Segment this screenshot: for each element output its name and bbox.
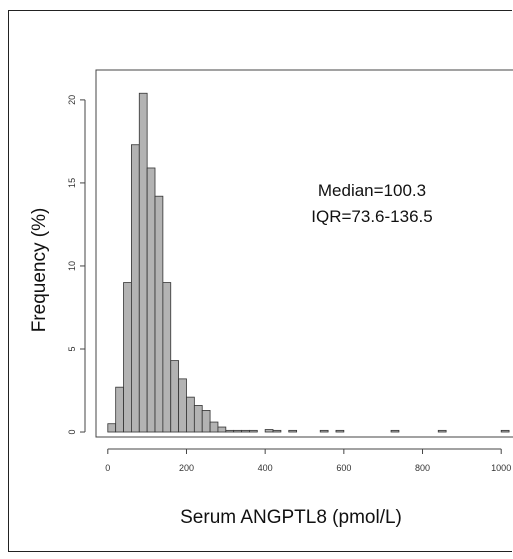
histogram-bar-25: [437, 429, 447, 433]
histogram-bar-9: [178, 378, 187, 433]
y-tick-label-10: 10: [67, 261, 77, 271]
y-tick-label-20: 20: [67, 95, 77, 105]
histogram-bar-17: [241, 429, 250, 433]
histogram-bar-16: [233, 429, 242, 433]
histogram-bar-18: [249, 429, 258, 433]
histogram-bar-19: [264, 429, 274, 433]
histogram-bar-1: [115, 386, 124, 433]
histogram-bar-26: [500, 429, 510, 433]
histogram-bar-23: [335, 429, 345, 433]
y-tick-label-15: 15: [67, 178, 77, 188]
x-tick-label-200: 200: [179, 463, 194, 473]
y-axis: 0 5 10 15 20: [67, 95, 86, 435]
histogram-bar-7: [162, 282, 172, 433]
histogram-bar-14: [217, 426, 227, 433]
histogram-bar-5: [146, 167, 156, 433]
x-tick-label-400: 400: [258, 463, 273, 473]
x-tick-label-1000: 1000: [491, 463, 511, 473]
x-axis: 0 200 400 600 800 1000: [105, 448, 511, 473]
histogram-bar-0: [107, 423, 117, 433]
histogram-bar-4: [138, 92, 148, 433]
histogram-bars: [107, 92, 510, 433]
histogram-bar-3: [131, 144, 140, 433]
histogram-bar-2: [123, 282, 132, 433]
median-annotation: Median=100.3: [318, 181, 426, 200]
x-axis-title: Serum ANGPTL8 (pmol/L): [180, 507, 402, 528]
histogram-bar-6: [154, 195, 164, 433]
histogram-bar-10: [186, 396, 195, 433]
chart-frame: [8, 10, 512, 552]
histogram-bar-24: [390, 429, 400, 433]
x-tick-label-0: 0: [105, 463, 110, 473]
y-tick-label-0: 0: [67, 430, 77, 435]
histogram-bar-21: [288, 429, 298, 433]
plot-area-border: [95, 69, 513, 438]
histogram-bar-12: [201, 410, 211, 433]
y-tick-label-5: 5: [67, 346, 77, 351]
histogram-bar-15: [225, 429, 235, 433]
histogram-bar-20: [272, 429, 282, 433]
x-tick-label-800: 800: [415, 463, 430, 473]
histogram-bar-13: [209, 421, 219, 433]
y-axis-title: Frequency (%): [29, 208, 50, 333]
histogram-bar-22: [319, 429, 329, 433]
x-tick-label-600: 600: [336, 463, 351, 473]
histogram-bar-11: [193, 405, 203, 433]
histogram-bar-8: [170, 360, 180, 433]
iqr-annotation: IQR=73.6-136.5: [311, 207, 432, 226]
